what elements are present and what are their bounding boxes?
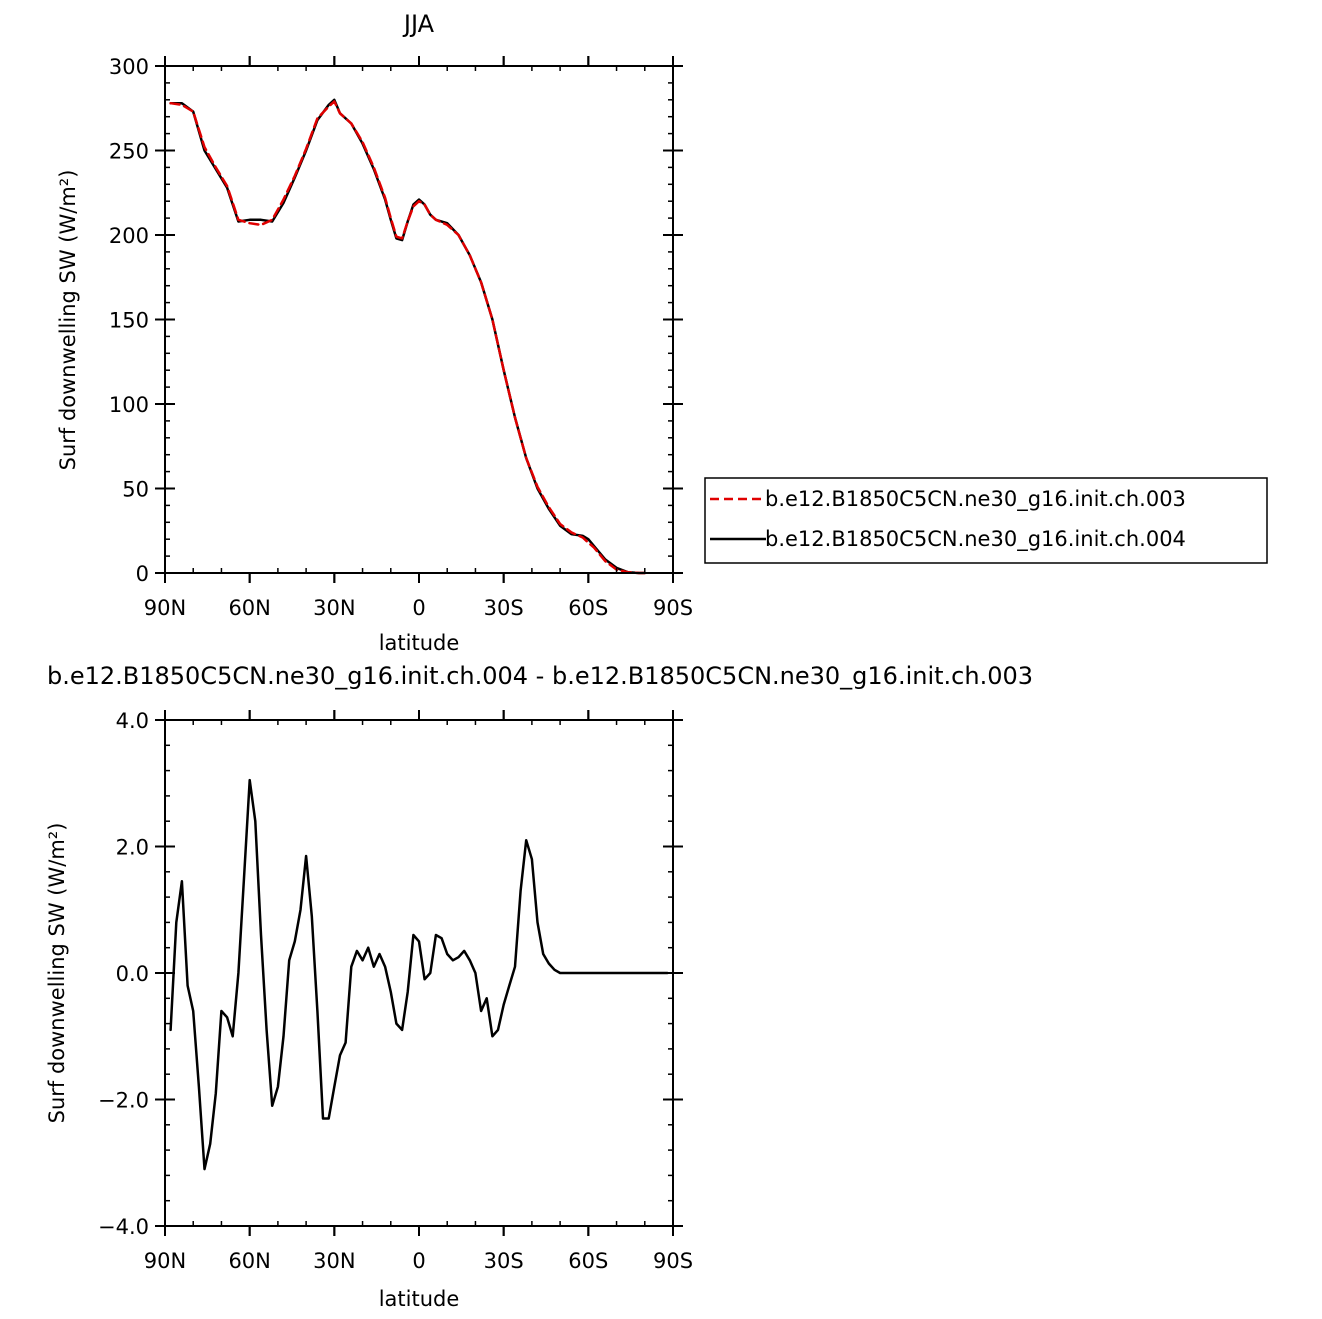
bottom-chart-panel: b.e12.B1850C5CN.ne30_g16.init.ch.004 - b… (45, 662, 1033, 1311)
top-x-tick-label: 0 (412, 596, 425, 620)
bottom-chart-series (169, 778, 669, 1171)
bottom-y-tick-label: −4.0 (98, 1215, 149, 1239)
top-chart-legend: b.e12.B1850C5CN.ne30_g16.init.ch.003 b.e… (704, 477, 1268, 564)
legend-label-004: b.e12.B1850C5CN.ne30_g16.init.ch.004 (765, 527, 1186, 552)
top-chart-title: JJA (402, 10, 435, 38)
top-chart-ylabel: Surf downwelling SW (W/m²) (56, 170, 80, 471)
bottom-chart-ylabel: Surf downwelling SW (W/m²) (45, 823, 69, 1124)
top-x-tick-label: 60N (228, 596, 270, 620)
bottom-y-tick-label: 2.0 (116, 836, 149, 860)
bottom-chart-title: b.e12.B1850C5CN.ne30_g16.init.ch.004 - b… (47, 662, 1033, 690)
bottom-chart-xlabel: latitude (379, 1287, 460, 1311)
top-series-line-0 (169, 100, 647, 575)
top-y-tick-label: 250 (109, 140, 149, 164)
bottom-x-tick-label: 90S (653, 1249, 693, 1273)
legend-box (704, 477, 1268, 564)
top-series-line-1 (169, 98, 647, 575)
bottom-chart-ticks: 90N 60N 30N 0 30S 60S 90S −4.0 −2.0 0.0 2.0 4.0 (98, 709, 693, 1273)
top-x-tick-label: 60S (568, 596, 608, 620)
top-x-tick-label: 30S (484, 596, 524, 620)
legend-label-003: b.e12.B1850C5CN.ne30_g16.init.ch.003 (765, 487, 1186, 512)
bottom-x-tick-label: 60S (568, 1249, 608, 1273)
bottom-x-tick-label: 30S (484, 1249, 524, 1273)
top-x-tick-label: 30N (313, 596, 355, 620)
top-chart-panel: JJA 90N 60N 30N 0 30S 60S 90S 0 50 100 150 200 250 30… (56, 10, 1268, 655)
bottom-x-tick-label: 60N (228, 1249, 270, 1273)
top-y-tick-label: 0 (136, 562, 149, 586)
bottom-series-line-0 (169, 778, 669, 1171)
top-chart-frame (164, 65, 674, 574)
top-x-tick-label: 90S (653, 596, 693, 620)
top-chart-ticks: 90N 60N 30N 0 30S 60S 90S 0 50 100 150 200 250 300 (109, 55, 693, 620)
top-x-tick-label: 90N (144, 596, 186, 620)
top-chart-xlabel: latitude (379, 631, 460, 655)
top-y-tick-label: 300 (109, 55, 149, 79)
top-chart-series (169, 98, 647, 575)
top-y-tick-label: 50 (122, 478, 149, 502)
bottom-x-tick-label: 0 (412, 1249, 425, 1273)
top-y-tick-label: 200 (109, 224, 149, 248)
bottom-x-tick-label: 30N (313, 1249, 355, 1273)
bottom-x-tick-label: 90N (144, 1249, 186, 1273)
top-y-tick-label: 150 (109, 309, 149, 333)
bottom-y-tick-label: −2.0 (98, 1089, 149, 1113)
bottom-y-tick-label: 4.0 (116, 709, 149, 733)
top-y-tick-label: 100 (109, 393, 149, 417)
bottom-y-tick-label: 0.0 (116, 962, 149, 986)
